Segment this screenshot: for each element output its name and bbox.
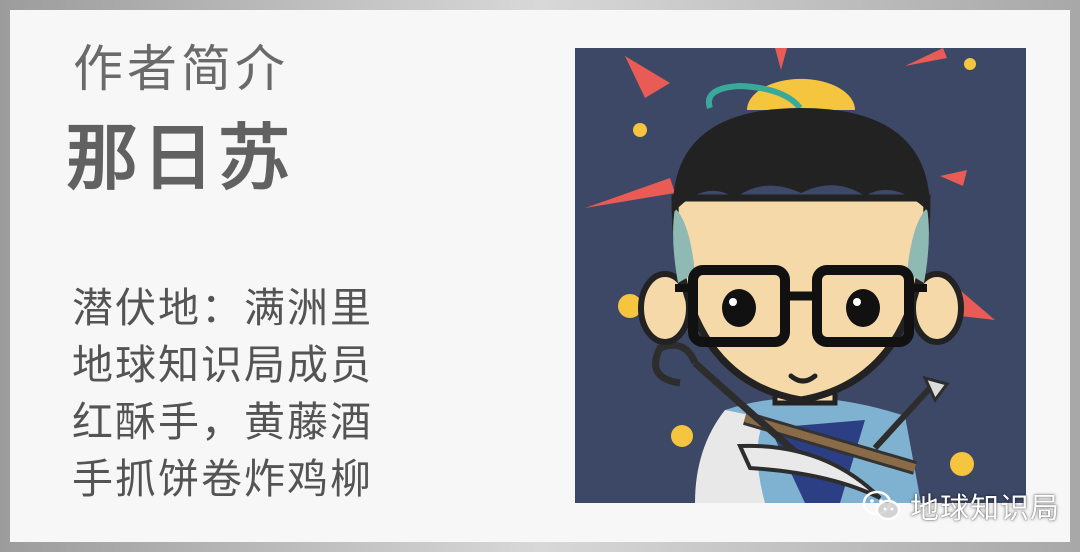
watermark-text: 地球知识局 xyxy=(910,491,1061,525)
bio-line-membership: 地球知识局成员 xyxy=(72,341,373,389)
section-label: 作者简介 xyxy=(73,40,289,98)
author-bio: 潜伏地：满洲里 地球知识局成员 红酥手，黄藤酒 手抓饼卷炸鸡柳 xyxy=(72,280,373,508)
watermark: 地球知识局 xyxy=(862,486,1060,526)
bio-line-location: 潜伏地：满洲里 xyxy=(72,284,373,332)
bio-line-food: 手抓饼卷炸鸡柳 xyxy=(72,455,373,503)
wechat-icon xyxy=(862,490,901,521)
cartoon-archer-avatar-icon xyxy=(575,48,1026,503)
author-name: 那日苏 xyxy=(66,116,295,200)
avatar xyxy=(575,48,1026,503)
bio-line-poem: 红酥手，黄藤酒 xyxy=(72,398,373,446)
